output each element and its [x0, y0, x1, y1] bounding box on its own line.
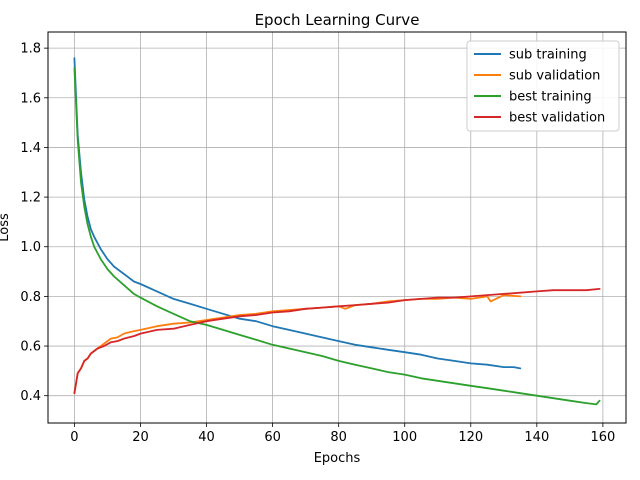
x-tick-label: 120: [458, 430, 483, 445]
legend: sub training sub validation best training b…: [466, 40, 620, 132]
y-axis-label: Loss: [0, 213, 12, 242]
y-axis: 0.4 0.6 0.8 1.0 1.2 1.4 1.6 1.8: [20, 42, 48, 404]
y-tick-label: 0.8: [20, 290, 41, 305]
x-tick-label: 80: [330, 430, 347, 445]
y-tick-label: 1.2: [20, 191, 41, 206]
y-tick-label: 1.0: [20, 240, 41, 255]
legend-box: [466, 40, 620, 132]
x-tick-label: 0: [70, 430, 78, 445]
x-tick-label: 20: [132, 430, 149, 445]
legend-entry-label: best validation: [509, 111, 605, 126]
legend-entry-label: sub validation: [509, 69, 600, 84]
legend-entry-label: sub training: [509, 48, 587, 63]
series-layer: [73, 57, 601, 406]
x-axis-label: Epochs: [314, 451, 361, 466]
y-tick-label: 1.4: [20, 141, 41, 156]
series-line-sub-training: [73, 57, 522, 370]
chart-title: Epoch Learning Curve: [255, 11, 420, 29]
x-tick-label: 40: [198, 430, 215, 445]
legend-entry-label: best training: [509, 90, 592, 105]
y-tick-label: 0.6: [20, 340, 41, 355]
x-tick-label: 140: [524, 430, 549, 445]
series-line-best-validation: [73, 287, 601, 395]
y-tick-label: 1.6: [20, 91, 41, 106]
plot-frame: [47, 31, 627, 424]
series-line-best-training: [73, 67, 601, 406]
x-tick-label: 60: [264, 430, 281, 445]
x-axis: 0 20 40 60 80 100 120 140 160: [70, 423, 615, 445]
x-tick-label: 160: [590, 430, 615, 445]
y-tick-label: 0.4: [20, 389, 41, 404]
y-tick-label: 1.8: [20, 42, 41, 57]
x-tick-label: 100: [392, 430, 417, 445]
